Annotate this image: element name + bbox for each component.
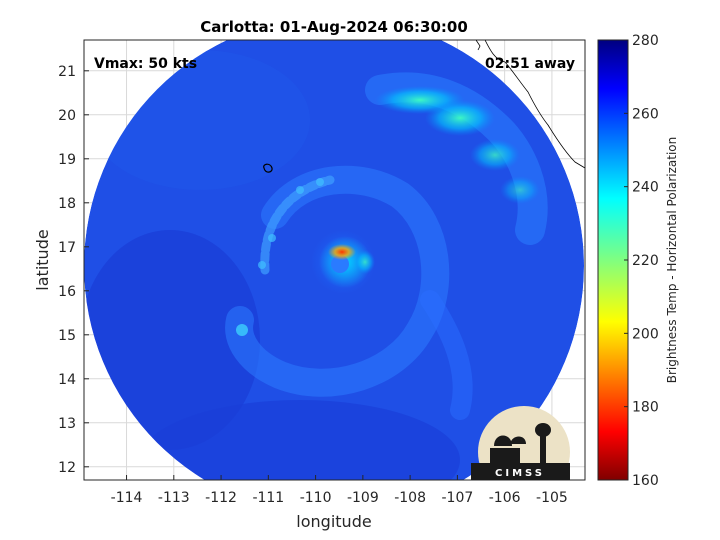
coastline-baja	[475, 40, 481, 51]
eyewall-hot-spot	[328, 244, 356, 260]
convective-cell	[268, 234, 276, 242]
north-convection-4	[500, 176, 540, 204]
x-tick-label: -113	[158, 490, 190, 506]
north-convection-2	[425, 100, 495, 136]
vmax-annotation: Vmax: 50 kts	[94, 56, 197, 72]
convective-cell	[316, 178, 324, 186]
x-tick-label: -105	[536, 490, 568, 506]
y-axis-label: latitude	[33, 229, 52, 290]
colorbar	[597, 39, 629, 481]
y-tick-label: 17	[58, 240, 76, 256]
logo-tower	[540, 436, 546, 463]
away-annotation: 02:51 away	[485, 56, 575, 72]
y-tick-label: 12	[58, 460, 76, 476]
coastline-mexico	[484, 40, 585, 169]
y-axis-ticks: 12 13 14 15 16 17 18 19 20 21	[58, 64, 89, 476]
logo-text: CIMSS	[495, 468, 545, 479]
colorbar-ticks: 160 180 200 220 240 260 280	[624, 33, 659, 489]
x-tick-label: -107	[441, 490, 473, 506]
spiral-band-east	[420, 290, 473, 420]
y-tick-label: 19	[58, 152, 76, 168]
axes-box	[83, 39, 586, 481]
x-tick-label: -108	[394, 490, 426, 506]
x-tick-label: -110	[300, 490, 332, 506]
microwave-scan	[84, 40, 584, 480]
north-convection-3	[470, 139, 520, 171]
colorbar-tick-label: 260	[632, 106, 659, 122]
convective-cell	[258, 261, 266, 269]
x-tick-label: -112	[205, 490, 237, 506]
logo-banner	[471, 463, 570, 480]
colorbar-tick-label: 240	[632, 180, 659, 196]
convective-cell	[296, 186, 304, 194]
dark-region-west	[84, 230, 260, 450]
colorbar-tick-label: 160	[632, 473, 659, 489]
eyewall-east	[355, 250, 375, 274]
socorro-island	[263, 163, 273, 173]
x-tick-label: -106	[489, 490, 521, 506]
y-tick-label: 18	[58, 196, 76, 212]
convective-cell	[236, 324, 248, 336]
x-tick-label: -109	[347, 490, 379, 506]
logo-water-tower	[535, 423, 551, 437]
y-tick-label: 15	[58, 328, 76, 344]
logo-dish-2	[510, 436, 526, 444]
y-tick-label: 13	[58, 416, 76, 432]
x-axis-label: longitude	[296, 512, 371, 531]
y-tick-label: 14	[58, 372, 76, 388]
colorbar-tick-label: 220	[632, 253, 659, 269]
dark-region-south	[140, 400, 460, 480]
logo-dish-1	[494, 435, 512, 446]
x-tick-label: -111	[252, 490, 284, 506]
spiral-band-inner	[225, 165, 450, 397]
colorbar-tick-label: 180	[632, 400, 659, 416]
x-tick-label: -114	[111, 490, 143, 506]
cimss-logo: CIMSS	[471, 406, 570, 480]
colorbar-label: Brightness Temp - Horizontal Polarizatio…	[665, 137, 679, 384]
colorbar-tick-label: 200	[632, 326, 659, 342]
y-tick-label: 20	[58, 108, 76, 124]
logo-building	[490, 448, 520, 463]
x-axis-ticks: -114 -113 -112 -111 -110 -109 -108 -107 -106 -105	[111, 475, 568, 506]
chart-title: Carlotta: 01-Aug-2024 06:30:00	[200, 18, 468, 36]
y-tick-label: 16	[58, 284, 76, 300]
y-tick-label: 21	[58, 64, 76, 80]
colorbar-tick-label: 280	[632, 33, 659, 49]
